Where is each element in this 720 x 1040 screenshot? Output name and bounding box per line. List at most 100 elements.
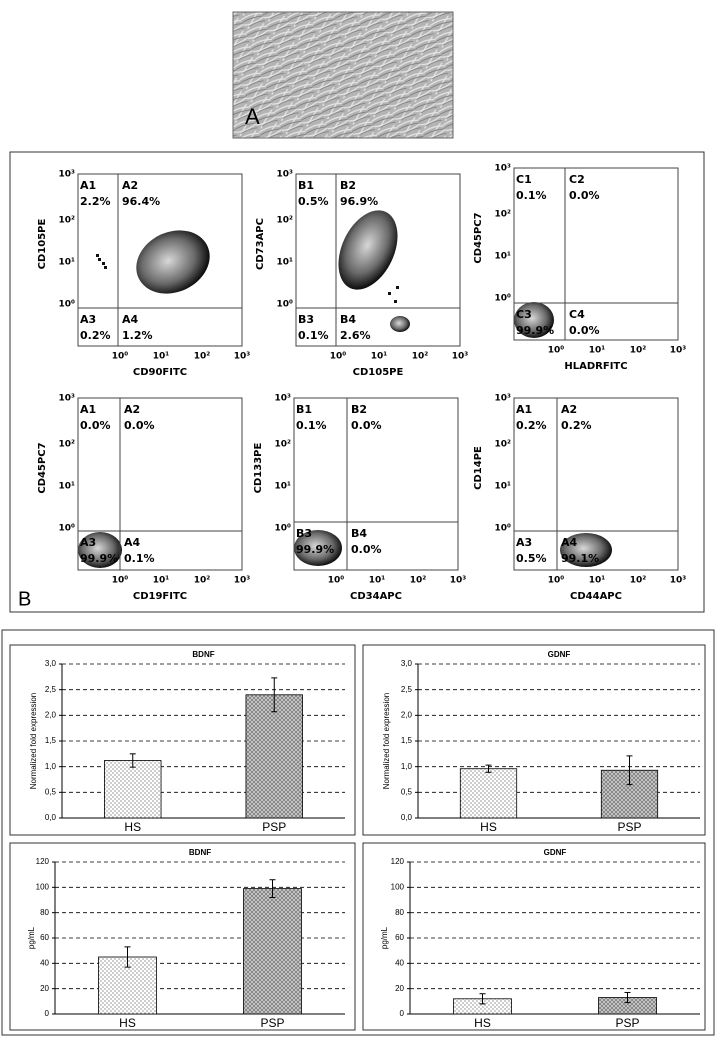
quadrant-percent: 0.0% [351,419,382,432]
y-tick-label: 10³ [275,394,292,404]
x-tick-label: HS [124,820,141,834]
y-tick-label: 10¹ [275,482,292,492]
x-tick-label: 10² [194,352,211,362]
x-axis-label: CD34APC [350,591,402,602]
quadrant-name: A2 [561,403,577,416]
y-tick-label: 0,0 [401,813,413,822]
quadrant-name: B1 [296,403,312,416]
event-dot [396,286,399,289]
y-tick-label: 0,0 [45,813,57,822]
quadrant-percent: 0.5% [298,195,329,208]
x-tick-label: PSP [260,1016,284,1030]
error-bar [626,755,633,786]
x-tick-label: 10⁰ [330,352,347,362]
y-axis-label: pg/mL [27,926,36,949]
y-axis-label: CD73APC [255,218,266,270]
y-tick-label: 0,5 [401,787,413,796]
chart-title: BDNF [189,848,211,857]
bar [243,888,302,1015]
x-tick-label: PSP [617,820,641,834]
chart-frame [9,842,356,1031]
quadrant-percent: 2.6% [340,329,371,342]
y-tick-label: 40 [395,958,404,967]
quadrant-name: A1 [80,179,96,192]
y-tick-label: 120 [36,857,50,866]
chart-title: GDNF [548,650,571,659]
quadrant-percent: 0.2% [516,419,547,432]
cell-population [390,316,410,332]
x-axis-label: CD105PE [353,367,404,378]
y-tick-label: 10⁰ [495,294,512,304]
cell-population [338,210,398,290]
cell-population [78,532,122,568]
quadrant-percent: 0.0% [351,543,382,556]
quadrant-percent: 0.2% [80,329,111,342]
x-axis-label: CD90FITC [133,367,187,378]
y-tick-label: 100 [391,882,405,891]
quadrant-name: B4 [340,313,356,326]
x-tick-label: 10² [410,576,427,586]
flow-plot: 10⁰ 10⁰ 10¹ 10¹ 10² 10² 10³ 10³ HLADRFITC CD45PC7… [473,164,686,373]
flow-plot: 10⁰ 10⁰ 10¹ 10¹ 10² 10² 10³ 10³ CD34APC CD133PE B1… [253,394,466,603]
y-tick-label: 10¹ [59,482,76,492]
y-tick-label: 3,0 [401,659,413,668]
panel-label: B [18,588,31,610]
y-tick-label: 2,0 [401,710,413,719]
quadrant-percent: 0.1% [124,552,155,565]
x-tick-label: 10¹ [369,576,386,586]
event-dot [394,300,397,303]
y-tick-label: 2,5 [401,685,413,694]
y-tick-label: 3,0 [45,659,57,668]
bar [245,694,303,819]
x-tick-label: 10⁰ [548,346,565,356]
x-tick-label: 10¹ [589,576,606,586]
quadrant-percent: 99.9% [296,543,334,556]
quadrant-percent: 0.1% [298,329,329,342]
quadrant-name: A2 [124,403,140,416]
quadrant-name: B1 [298,179,314,192]
quadrant-name: A3 [80,313,96,326]
y-tick-label: 10² [59,440,76,450]
error-bar [479,993,486,1005]
x-tick-label: 10³ [670,576,687,586]
y-tick-label: 10³ [495,394,512,404]
event-dot [102,262,105,265]
panel-label: A [245,104,260,129]
cell-population [294,530,342,566]
flow-plot: 10⁰ 10⁰ 10¹ 10¹ 10² 10² 10³ 10³ CD105PE CD73APC B1… [255,170,468,379]
quadrant-name: A4 [124,536,141,549]
quadrant-percent: 0.2% [561,419,592,432]
quadrant-percent: 0.0% [569,324,600,337]
quadrant-name: A4 [561,536,578,549]
y-tick-label: 60 [395,933,404,942]
y-tick-label: 80 [40,908,49,917]
chart-title: GDNF [544,848,567,857]
error-bar [271,677,278,713]
x-tick-label: 10³ [234,576,251,586]
quadrant-percent: 0.0% [80,419,111,432]
quadrant-percent: 2.2% [80,195,111,208]
quadrant-percent: 0.1% [516,189,547,202]
y-tick-label: 1,5 [45,736,57,745]
event-dot [388,292,391,295]
error-bar [485,764,492,773]
y-tick-label: 10⁰ [59,300,76,310]
x-tick-label: 10⁰ [548,576,565,586]
x-tick-label: PSP [262,820,286,834]
y-tick-label: 1,0 [45,762,57,771]
x-tick-label: 10¹ [589,346,606,356]
quadrant-percent: 99.9% [516,324,554,337]
y-tick-label: 10² [277,216,294,226]
flow-plot: 10⁰ 10⁰ 10¹ 10¹ 10² 10² 10³ 10³ CD44APC CD14PE A1 0… [473,394,686,603]
error-bar [129,753,136,768]
y-tick-label: 20 [395,984,404,993]
y-tick-label: 2,0 [45,710,57,719]
y-tick-label: 10⁰ [59,524,76,534]
y-tick-label: 0 [45,1009,50,1018]
x-axis-label: HLADRFITC [564,361,627,372]
x-tick-label: 10⁰ [112,352,129,362]
y-tick-label: 10¹ [495,482,512,492]
quadrant-name: B3 [296,527,312,540]
y-tick-label: 10³ [59,394,76,404]
